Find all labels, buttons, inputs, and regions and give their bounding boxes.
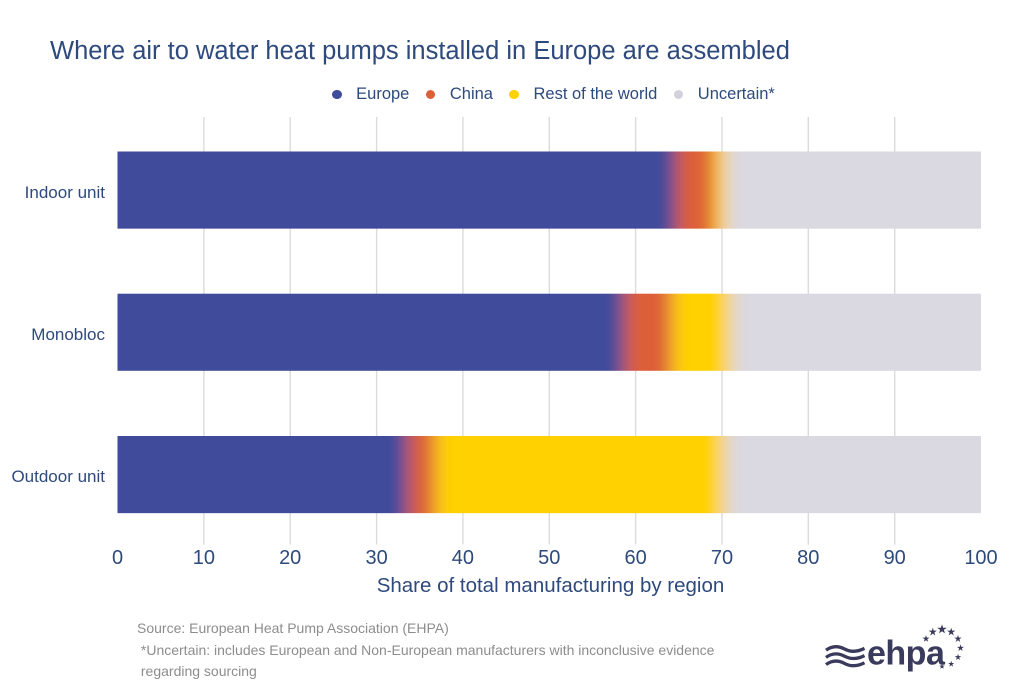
svg-text:ehpa: ehpa bbox=[867, 634, 946, 672]
